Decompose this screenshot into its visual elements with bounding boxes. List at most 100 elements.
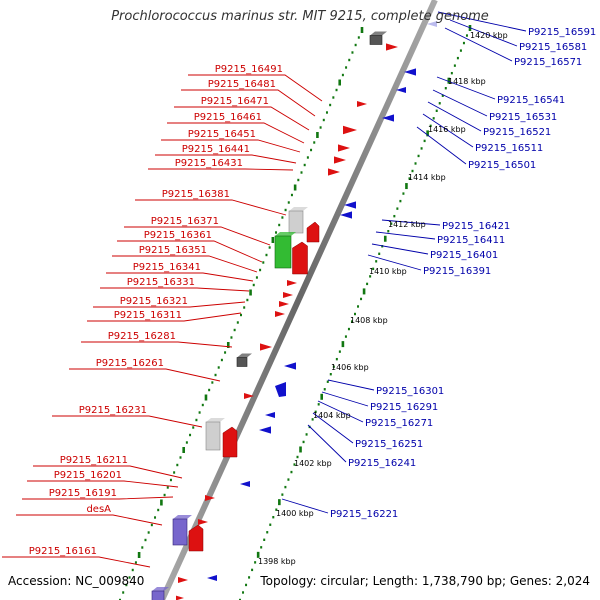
right-label-leader (375, 231, 436, 240)
right-label-leader (327, 379, 375, 391)
left-gene-label: P9215_16441 (182, 144, 250, 155)
right-gene-label: P9215_16571 (514, 57, 582, 68)
right-gene-label: P9215_16241 (348, 458, 416, 469)
gene-forward-small (244, 393, 254, 399)
right-label-leader (449, 19, 518, 47)
left-gene-label: P9215_16341 (133, 262, 201, 273)
gene-reverse-small (284, 362, 296, 370)
right-gene-label: P9215_16291 (370, 402, 438, 413)
left-label-leader (112, 255, 258, 273)
left-label-leader (106, 272, 254, 282)
inner-tick-ring (119, 27, 364, 600)
gene-forward-small (283, 292, 293, 298)
left-label-leaders (2, 74, 323, 568)
left-label-leader (167, 122, 305, 144)
left-label-leader (87, 312, 242, 322)
gene-block (369, 35, 383, 45)
gene-reverse-small (265, 412, 275, 418)
kbp-label: 1414 kbp (408, 173, 446, 182)
gene-block-top (173, 515, 192, 519)
left-gene-label: P9215_16161 (29, 546, 97, 557)
genome-summary-text: Topology: circular; Length: 1,738,790 bp… (260, 574, 590, 588)
left-gene-label: P9215_16331 (127, 277, 195, 288)
gene-arrow-forward (292, 241, 308, 275)
right-label-leader (371, 243, 429, 255)
gene-block (274, 235, 292, 269)
left-label-leader (2, 556, 151, 568)
left-label-leader (181, 89, 316, 117)
left-gene-label: P9215_16321 (120, 296, 188, 307)
kbp-label: 1412 kbp (388, 220, 426, 229)
kbp-label: 1410 kbp (369, 267, 407, 276)
left-gene-label: P9215_16451 (188, 129, 256, 140)
left-gene-label: P9215_16351 (139, 245, 207, 256)
right-label-leader (281, 498, 329, 514)
right-gene-label: P9215_16521 (483, 127, 551, 138)
right-gene-label: P9215_16401 (430, 250, 498, 261)
gene-reverse-small (207, 575, 217, 581)
right-label-leader (422, 113, 474, 148)
gene-block-top (370, 31, 387, 36)
left-label-leader (69, 368, 221, 382)
kbp-label: 1406 kbp (331, 363, 369, 372)
left-label-leader (81, 341, 233, 348)
left-label-leader (33, 465, 183, 479)
gene-reverse-small (382, 114, 394, 122)
gene-arrow-forward (222, 426, 238, 458)
left-label-leader (52, 415, 203, 428)
right-label-leader (437, 11, 527, 32)
right-gene-label: P9215_16501 (468, 160, 536, 171)
left-gene-label: P9215_16281 (108, 331, 176, 342)
gene-block (172, 518, 188, 546)
gene-block (151, 590, 165, 600)
left-gene-label: P9215_16431 (175, 158, 243, 169)
left-label-leader (174, 106, 310, 131)
left-gene-label: P9215_16361 (144, 230, 212, 241)
gene-reverse-small (396, 87, 406, 93)
kbp-label: 1400 kbp (276, 509, 314, 518)
left-label-leader (161, 139, 301, 153)
gene-forward-small (176, 595, 184, 600)
left-gene-labels: P9215_16491 P9215_16481 P9215_16471 P9215_1… (29, 64, 283, 557)
gene-block (236, 357, 248, 367)
left-label-leader (188, 74, 323, 102)
left-gene-label: desA (86, 504, 111, 515)
gene-block-top (152, 587, 169, 591)
gene-block-top (289, 207, 308, 211)
gene-forward-small (198, 519, 208, 525)
outer-tick-ring (239, 25, 472, 600)
kbp-label: 1402 kbp (294, 459, 332, 468)
gene-arrow-forward (188, 524, 204, 552)
left-label-leader (93, 301, 246, 308)
left-gene-label: P9215_16231 (79, 405, 147, 416)
left-label-leader (124, 226, 271, 246)
gene-arrow-forward (306, 221, 320, 243)
gene-reverse-small (344, 201, 356, 209)
left-gene-label: P9215_16201 (54, 470, 122, 481)
right-gene-labels: P9215_16591 P9215_16581 P9215_16571 P9215_1… (330, 27, 596, 520)
gene-reverse-small (404, 68, 416, 76)
gene-forward-small (260, 343, 272, 351)
gene-forward-small (287, 280, 297, 286)
kbp-label: 1408 kbp (350, 316, 388, 325)
gene-forward-small (357, 101, 367, 107)
gene-reverse-block (275, 382, 286, 397)
map-title: Prochlorococcus marinus str. MIT 9215, c… (111, 9, 489, 24)
right-label-leader (321, 391, 369, 407)
right-gene-label: P9215_16301 (376, 386, 444, 397)
gene-forward-small (275, 311, 285, 317)
left-gene-label: P9215_16461 (194, 112, 262, 123)
gene-features (151, 21, 437, 600)
right-label-leader (307, 424, 347, 463)
right-label-leader (432, 89, 488, 117)
right-label-leader (381, 219, 441, 226)
gene-block-top (206, 418, 225, 422)
gene-forward-small (386, 43, 398, 51)
left-label-leader (16, 514, 163, 526)
gene-forward-small (279, 301, 289, 307)
gene-block (205, 421, 221, 451)
gene-block-top (275, 232, 296, 236)
right-label-leaders (281, 11, 527, 514)
right-gene-label: P9215_16591 (528, 27, 596, 38)
right-label-leader (312, 412, 354, 444)
